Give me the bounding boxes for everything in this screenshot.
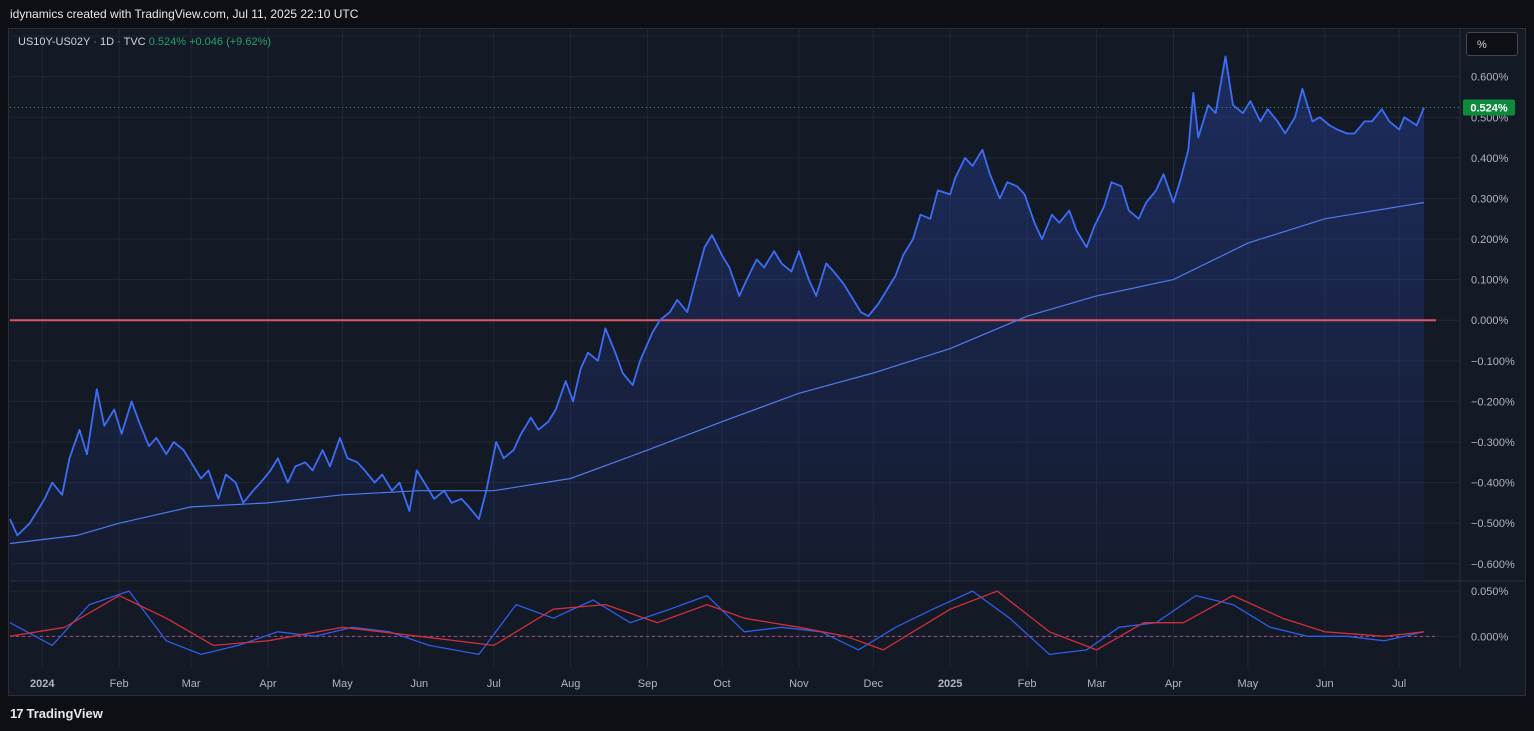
price-area [10,56,1424,580]
y-tick-label: −0.600% [1471,559,1515,571]
legend-symbol: US10Y-US02Y [18,36,91,48]
x-tick-label: Dec [864,678,884,690]
y-tick-label: −0.200% [1471,396,1515,408]
x-tick-label: Aug [561,678,581,690]
x-tick-label: Jun [1316,678,1334,690]
price-area-fill [10,56,1424,580]
moving-average-line [9,201,1425,545]
x-tick-label: Jun [410,678,428,690]
y-tick-label: 0.200% [1471,234,1509,246]
legend-last-value: 0.524% [148,36,186,48]
legend-interval: 1D [99,36,115,48]
x-tick-label: Feb [110,678,129,690]
footer [0,696,1534,731]
osc-slow-line [9,590,1425,651]
y-tick-label: 0.600% [1471,72,1509,84]
x-tick-label: Nov [789,678,809,690]
x-tick-label: May [332,678,353,690]
x-tick-label: Mar [1087,678,1106,690]
x-tick-label: 2025 [938,678,962,690]
last-value-label: 0.524% [1470,103,1508,115]
top-bar: idynamics created with TradingView.com, … [0,0,1534,28]
tradingview-logo[interactable]: 17 TradingView [10,706,103,721]
x-tick-label: 2024 [30,678,55,690]
axes: 0.700%0.600%0.500%0.400%0.300%0.200%0.10… [30,31,1515,690]
chart-credit: idynamics created with TradingView.com, … [10,7,359,21]
y-tick-label: −0.300% [1471,437,1515,449]
x-tick-label: Feb [1018,678,1037,690]
last-value-badge [1463,99,1515,116]
tradingview-brand: TradingView [26,706,103,721]
legend-source: TVC [123,36,146,48]
price-lines [9,55,1460,545]
x-tick-label: Jul [487,678,501,690]
osc-y-tick-label: 0.000% [1471,631,1509,643]
price-scale-unit-button[interactable]: % [1466,32,1518,56]
x-tick-label: Sep [638,678,658,690]
x-tick-label: Mar [182,678,201,690]
y-tick-label: −0.100% [1471,356,1515,368]
tradingview-logo-mark: 17 [10,706,24,721]
y-tick-label: −0.400% [1471,478,1515,490]
x-tick-label: Oct [713,678,730,690]
chart-legend[interactable]: US10Y-US02Y · 1D · TVC 0.524% +0.046 (+9… [18,36,271,48]
price-line [9,55,1425,537]
legend-change: +0.046 [189,36,224,48]
x-tick-label: Apr [1165,678,1182,690]
osc-y-tick-label: 0.050% [1471,586,1509,598]
y-tick-label: 0.300% [1471,193,1509,205]
y-tick-label: −0.500% [1471,518,1515,530]
y-tick-label: 0.400% [1471,153,1509,165]
x-tick-label: Apr [259,678,276,690]
oscillator-pane [9,590,1436,656]
x-tick-label: Jul [1392,678,1406,690]
y-tick-label: 0.100% [1471,275,1509,287]
legend-separator: · [93,36,100,48]
legend-change-pct: (+9.62%) [226,36,272,48]
y-tick-label: 0.000% [1471,315,1509,327]
legend-separator: · [117,36,124,48]
x-tick-label: May [1237,678,1258,690]
